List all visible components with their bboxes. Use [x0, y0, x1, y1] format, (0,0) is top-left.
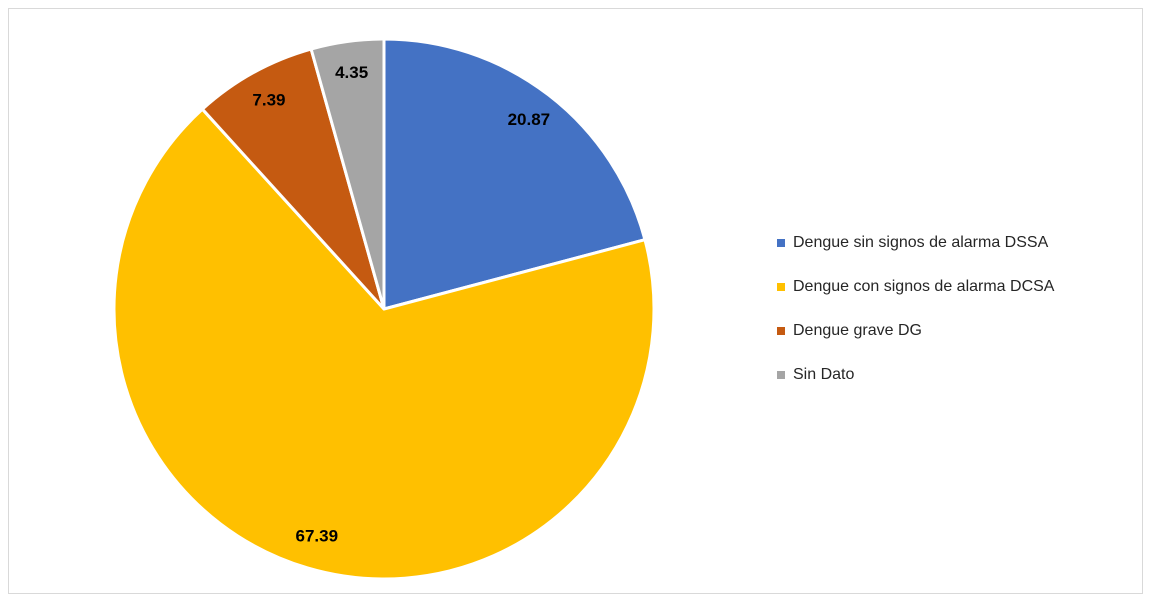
- legend-label: Dengue sin signos de alarma DSSA: [793, 234, 1049, 251]
- legend-label: Dengue con signos de alarma DCSA: [793, 278, 1055, 295]
- legend-marker: [777, 327, 785, 335]
- legend-label: Sin Dato: [793, 366, 854, 383]
- data-label: 20.87: [508, 110, 551, 129]
- pie-slice: [112, 107, 656, 581]
- pie-slice: [309, 37, 386, 310]
- data-label: 4.35: [335, 63, 368, 82]
- pie-slice: [200, 47, 386, 311]
- pie-slice: [382, 37, 647, 311]
- legend-marker: [777, 283, 785, 291]
- legend-marker: [777, 371, 785, 379]
- legend-label: Dengue grave DG: [793, 322, 922, 339]
- data-label: 7.39: [252, 91, 285, 110]
- data-label: 67.39: [296, 526, 339, 545]
- legend-marker: [777, 239, 785, 247]
